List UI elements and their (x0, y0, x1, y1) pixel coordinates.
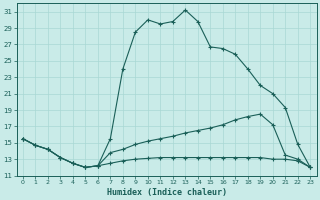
X-axis label: Humidex (Indice chaleur): Humidex (Indice chaleur) (107, 188, 227, 197)
